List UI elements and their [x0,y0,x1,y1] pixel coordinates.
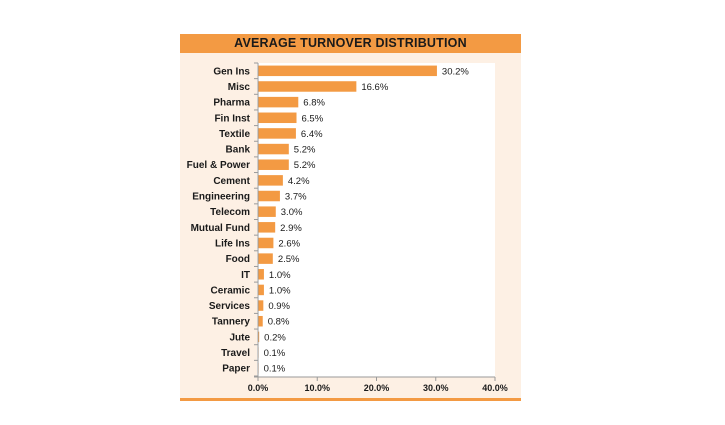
bar [258,237,274,249]
plot-area [257,63,495,377]
bar [258,284,264,296]
value-label: 3.7% [285,192,307,203]
category-label: Textile [219,129,250,140]
x-tick-label: 40.0% [482,383,508,393]
bar [258,253,273,264]
category-label: Jute [229,332,250,343]
value-label: 6.8% [303,98,325,109]
bar [258,81,357,92]
bar [258,143,289,155]
value-label: 0.8% [268,317,290,328]
value-label: 16.6% [361,82,388,93]
value-label: 2.6% [278,238,300,249]
value-label: 0.1% [264,348,286,359]
bar [258,300,264,311]
bar [258,190,280,202]
value-label: 6.5% [302,113,324,124]
value-label: 2.9% [280,223,302,234]
bar-chart: Gen Ins 30.2% Misc 16.6% Pharma 6.8% Fin Inst 6… [187,62,508,393]
category-label: Fin Inst [214,113,250,124]
bar [258,112,297,124]
value-label: 4.2% [288,176,310,187]
value-label: 3.0% [281,207,303,218]
value-label: 2.5% [278,254,300,265]
category-label: Tannery [212,317,251,328]
category-label: Fuel & Power [187,160,250,171]
x-tick-label: 10.0% [304,383,330,393]
chart-title: AVERAGE TURNOVER DISTRIBUTION [180,34,521,53]
value-label: 6.4% [301,129,323,140]
category-label: IT [241,270,250,281]
bar [258,65,437,77]
category-label: Cement [213,176,250,187]
x-tick-label: 20.0% [364,383,390,393]
category-label: Ceramic [211,285,251,296]
bar [258,206,276,217]
bar [258,175,283,186]
category-label: Food [226,254,250,265]
value-label: 0.1% [264,364,286,375]
category-label: Services [209,301,251,312]
category-label: Engineering [192,192,250,203]
bar [258,96,299,108]
value-label: 1.0% [269,270,291,281]
category-label: Travel [221,348,250,359]
value-label: 30.2% [442,66,469,77]
category-label: Mutual Fund [191,223,250,234]
value-label: 5.2% [294,145,316,156]
category-label: Telecom [210,207,250,218]
chart-panel: Gen Ins 30.2% Misc 16.6% Pharma 6.8% Fin Inst 6… [180,34,521,401]
bar [258,269,264,280]
x-tick-label: 0.0% [248,383,269,393]
category-label: Gen Ins [213,66,250,77]
value-label: 0.9% [268,301,290,312]
bar [258,159,289,170]
bar [258,222,276,233]
value-label: 0.2% [264,332,286,343]
category-label: Misc [228,82,251,93]
category-label: Pharma [213,98,250,109]
category-label: Life Ins [215,238,250,249]
x-tick-label: 30.0% [423,383,449,393]
value-label: 5.2% [294,160,316,171]
bar [258,315,263,327]
category-label: Bank [226,145,251,156]
bar [258,128,296,139]
value-label: 1.0% [269,285,291,296]
bar [258,331,260,343]
category-label: Paper [222,364,250,375]
